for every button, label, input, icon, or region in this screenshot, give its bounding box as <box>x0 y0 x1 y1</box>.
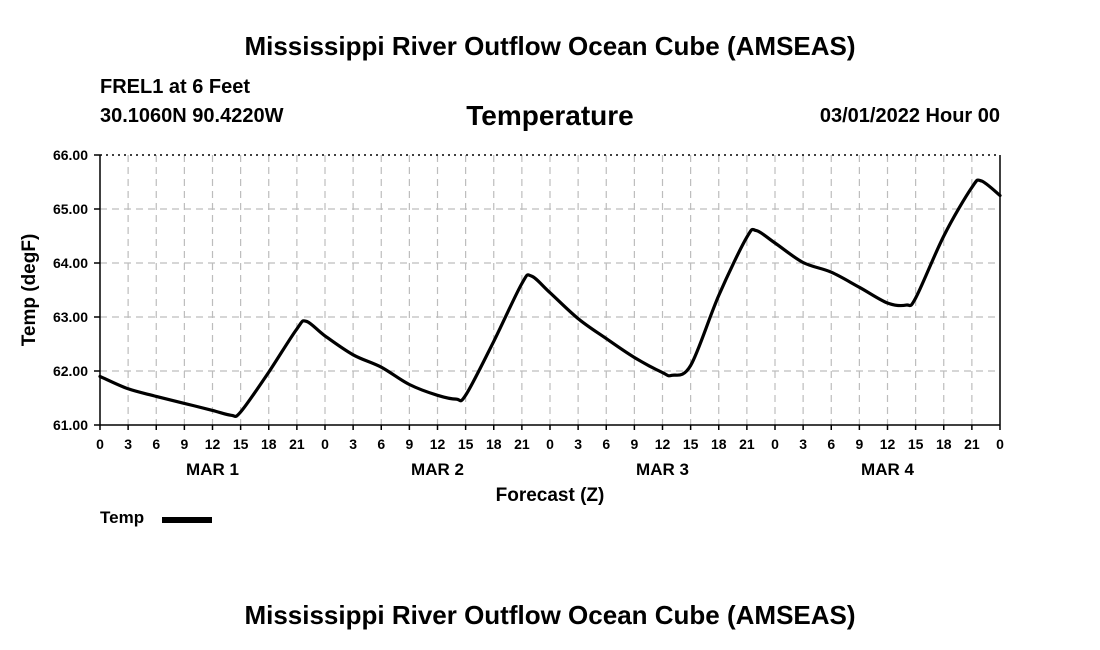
y-tick-label: 61.00 <box>53 417 88 433</box>
x-tick-label: 3 <box>574 436 582 452</box>
day-label: MAR 4 <box>861 460 914 479</box>
x-tick-label: 12 <box>655 436 671 452</box>
x-tick-label: 21 <box>739 436 755 452</box>
x-tick-label: 3 <box>349 436 357 452</box>
main-title: Mississippi River Outflow Ocean Cube (AM… <box>244 31 856 61</box>
x-tick-label: 15 <box>458 436 474 452</box>
x-tick-label: 15 <box>683 436 699 452</box>
series-layer <box>98 178 1002 419</box>
footer-title: Mississippi River Outflow Ocean Cube (AM… <box>244 600 856 630</box>
x-tick-label: 12 <box>205 436 221 452</box>
axes <box>94 154 1001 430</box>
x-tick-label: 0 <box>996 436 1004 452</box>
x-tick-label: 3 <box>124 436 132 452</box>
legend-label: Temp <box>100 508 145 527</box>
x-tick-label: 0 <box>771 436 779 452</box>
x-tick-label: 18 <box>936 436 952 452</box>
x-tick-label: 9 <box>630 436 638 452</box>
temperature-chart: 61.00 62.00 63.00 64.00 65.00 66.00 0 3 6 9 12 15 18… <box>19 147 1004 506</box>
x-tick-label: 6 <box>152 436 160 452</box>
y-tick-label: 65.00 <box>53 201 88 217</box>
y-tick-label: 63.00 <box>53 309 88 325</box>
x-tick-label: 21 <box>289 436 305 452</box>
station-label: FREL1 at 6 Feet <box>100 76 251 98</box>
x-tick-label: 21 <box>514 436 530 452</box>
x-tick-label: 21 <box>964 436 980 452</box>
y-tick-label: 62.00 <box>53 363 88 379</box>
x-tick-label: 12 <box>430 436 446 452</box>
x-tick-label: 3 <box>799 436 807 452</box>
x-axis-title: Forecast (Z) <box>496 485 605 506</box>
y-tick-label: 64.00 <box>53 255 88 271</box>
x-tick-label: 18 <box>711 436 727 452</box>
x-tick-label: 18 <box>486 436 502 452</box>
y-axis-title: Temp (degF) <box>19 234 40 347</box>
coordinates-label: 30.1060N 90.4220W <box>100 105 284 127</box>
x-tick-label: 15 <box>233 436 249 452</box>
x-tick-label: 9 <box>180 436 188 452</box>
plot-title: Temperature <box>466 100 634 131</box>
day-label: MAR 3 <box>636 460 689 479</box>
axis-labels: 61.00 62.00 63.00 64.00 65.00 66.00 0 3 6 9 12 15 18… <box>19 147 1004 506</box>
x-tick-label: 0 <box>321 436 329 452</box>
x-tick-label: 15 <box>908 436 924 452</box>
x-tick-label: 0 <box>96 436 104 452</box>
forecast-datetime: 03/01/2022 Hour 00 <box>819 105 1000 127</box>
x-tick-label: 0 <box>546 436 554 452</box>
x-tick-label: 6 <box>827 436 835 452</box>
x-tick-label: 9 <box>405 436 413 452</box>
day-label: MAR 2 <box>411 460 464 479</box>
x-tick-label: 18 <box>261 436 277 452</box>
day-label: MAR 1 <box>186 460 239 479</box>
y-tick-label: 66.00 <box>53 147 88 163</box>
x-tick-label: 6 <box>602 436 610 452</box>
x-tick-label: 6 <box>377 436 385 452</box>
x-tick-label: 12 <box>880 436 896 452</box>
grid-lines <box>100 155 1000 425</box>
x-tick-label: 9 <box>855 436 863 452</box>
legend-line-swatch <box>162 517 212 523</box>
